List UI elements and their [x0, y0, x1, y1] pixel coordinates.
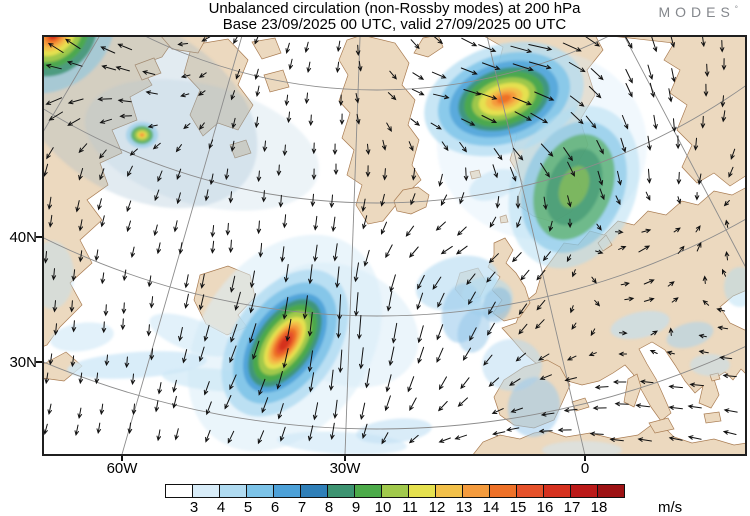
colorbar-tick-label: 13	[455, 499, 473, 516]
parallel-line	[142, 35, 612, 91]
map-canvas	[42, 35, 747, 456]
colorbar-cell	[435, 484, 463, 498]
shading-contour	[724, 267, 747, 307]
map-border	[42, 35, 747, 456]
map-svg	[42, 35, 747, 456]
figure-titles: Unbalanced circulation (non-Rossby modes…	[42, 1, 747, 33]
wind-arrows	[43, 35, 738, 445]
shading-contour	[356, 418, 432, 444]
colorbar-cell	[327, 484, 355, 498]
land-finland-russia	[601, 35, 747, 187]
colorbar-tick-label: 16	[536, 499, 554, 516]
colorbar-cell	[300, 484, 328, 498]
colorbar-cell	[219, 484, 247, 498]
colorbar-tick-label: 12	[428, 499, 446, 516]
colorbar-cell	[489, 484, 517, 498]
shading-contour	[149, 313, 235, 357]
shading-contour	[496, 94, 512, 104]
colorbar-tick-label: 18	[590, 499, 608, 516]
meridian-line	[121, 35, 243, 456]
colorbar-tick-label: 10	[374, 499, 392, 516]
shading-contour	[139, 132, 145, 138]
land-sicily	[648, 417, 675, 434]
parallel-line	[42, 218, 747, 317]
colorbar-tick-label: 17	[563, 499, 581, 516]
colorbar-tick-label: 9	[351, 499, 361, 516]
parallel-line	[42, 84, 747, 204]
shading-contour	[42, 35, 83, 63]
modes-logo-mark-icon: °	[734, 4, 738, 14]
colorbar-cell	[570, 484, 598, 498]
shading-contour	[50, 322, 114, 352]
colorbar-cell	[516, 484, 544, 498]
lat-tick-label: 30N	[9, 354, 37, 371]
colorbar-cell	[381, 484, 409, 498]
land-crete	[703, 411, 722, 424]
figure-subtitle: Base 23/09/2025 00 UTC, valid 27/09/2025…	[222, 16, 567, 33]
parallel-line	[42, 344, 747, 430]
colorbar-tick-label: 15	[509, 499, 527, 516]
colorbar-unit: m/s	[658, 499, 683, 516]
shading-contour	[507, 377, 561, 437]
lon-tick-label: 60W	[106, 460, 138, 477]
colorbar-tick-label: 3	[189, 499, 199, 516]
shading-contour	[690, 354, 730, 376]
land-north-africa	[471, 422, 747, 456]
shading-contour	[469, 169, 519, 201]
wind-arrow-field	[43, 35, 738, 445]
meridian-line	[623, 35, 747, 271]
lat-tick	[36, 361, 42, 363]
modes-logo: MODES°	[658, 4, 738, 20]
figure-title: Unbalanced circulation (non-Rossby modes…	[208, 0, 581, 17]
shading-contour	[482, 339, 542, 391]
shading-contour	[42, 241, 74, 309]
colorbar-cell	[354, 484, 382, 498]
colorbar	[165, 484, 625, 498]
meridian-line	[344, 35, 361, 456]
lon-tick	[344, 456, 346, 461]
colorbar-cell	[462, 484, 490, 498]
lat-tick	[36, 236, 42, 238]
colorbar-cell	[597, 484, 625, 498]
meridian-line	[486, 35, 586, 456]
colorbar-cell	[246, 484, 274, 498]
colorbar-cell	[273, 484, 301, 498]
land-svalbard	[413, 35, 444, 58]
colorbar-cell	[543, 484, 571, 498]
land-arctic-island	[263, 69, 290, 93]
shading-contour	[558, 165, 590, 209]
colorbar-tick-label: 7	[297, 499, 307, 516]
colorbar-tick-label: 14	[482, 499, 500, 516]
shading-contour	[666, 321, 714, 349]
colorbar-cell	[408, 484, 436, 498]
colorbar-tick-label: 5	[243, 499, 253, 516]
graticule-lines	[42, 35, 747, 456]
shading-contour	[45, 35, 63, 44]
lon-tick	[121, 456, 123, 461]
shading-contour	[482, 287, 512, 323]
colorbar-tick-label: 8	[324, 499, 334, 516]
lon-tick-label: 0	[580, 460, 590, 477]
lat-tick-label: 40N	[9, 229, 37, 246]
shading-contour	[48, 35, 60, 40]
colorbar-cell	[165, 484, 193, 498]
colorbar-tick-label: 6	[270, 499, 280, 516]
colorbar-cell	[192, 484, 220, 498]
lon-tick-label: 30W	[329, 460, 361, 477]
land-greenland	[338, 35, 422, 225]
lon-tick	[584, 456, 586, 461]
modes-logo-text: MODES	[658, 4, 735, 20]
colorbar-tick-label: 11	[402, 499, 418, 516]
colorbar-tick-label: 4	[216, 499, 226, 516]
shading-contour	[542, 441, 622, 456]
land-arctic-island	[251, 37, 282, 60]
